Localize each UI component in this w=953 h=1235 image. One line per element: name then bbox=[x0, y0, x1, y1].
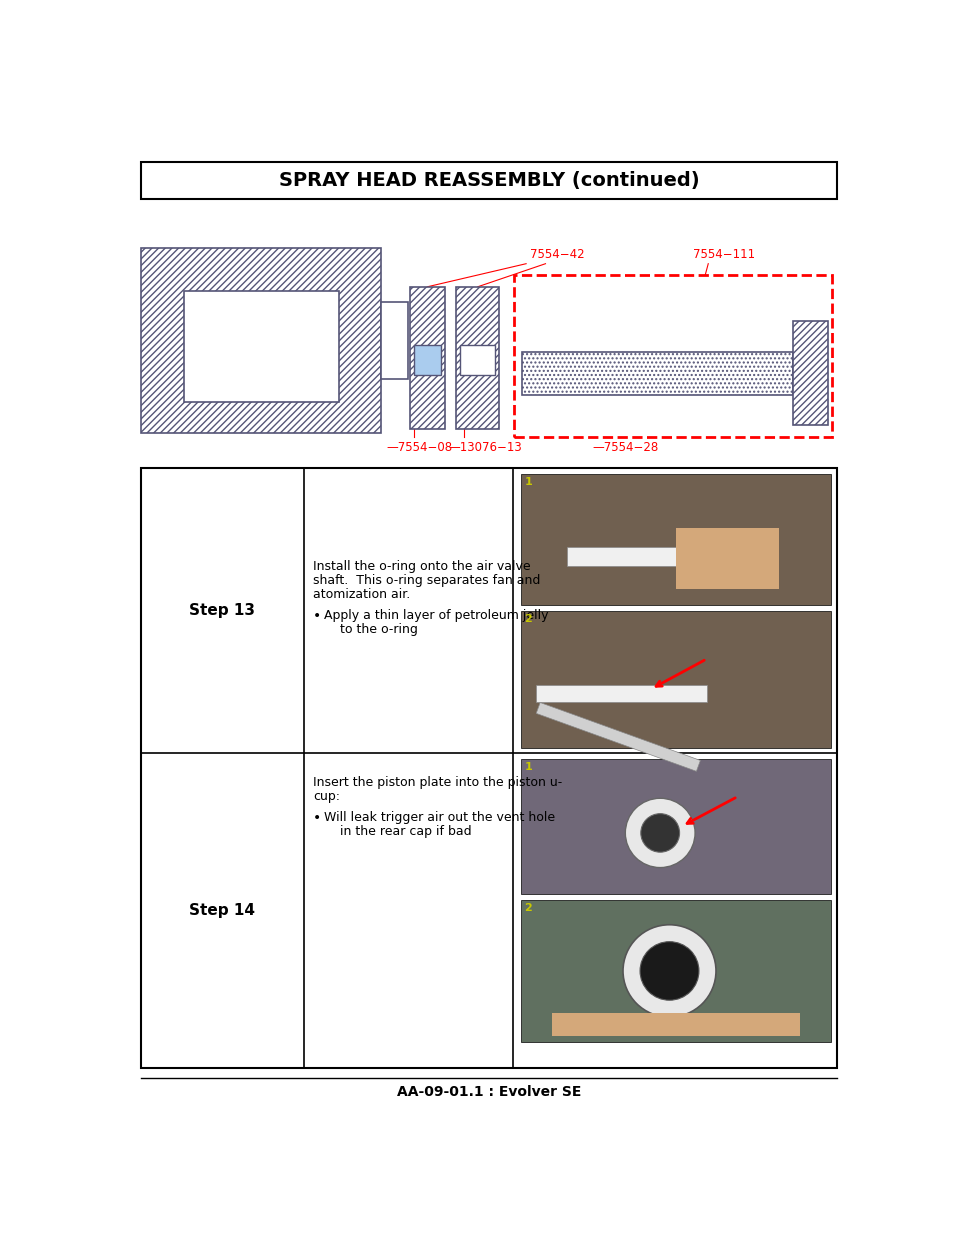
Text: 7554−42: 7554−42 bbox=[530, 248, 584, 261]
Bar bbox=[141, 248, 381, 433]
Bar bbox=[520, 758, 830, 894]
Text: Step 13: Step 13 bbox=[189, 603, 255, 618]
Text: —7554−28: —7554−28 bbox=[592, 441, 658, 453]
Bar bbox=[536, 703, 700, 772]
Text: •: • bbox=[313, 811, 321, 825]
Bar bbox=[536, 685, 706, 701]
Bar bbox=[520, 474, 830, 605]
Text: •: • bbox=[313, 609, 321, 624]
Text: Insert the piston plate into the piston u-: Insert the piston plate into the piston … bbox=[313, 776, 561, 789]
Bar bbox=[675, 527, 778, 589]
Bar bbox=[410, 287, 444, 430]
Text: AA-09-01.1 : Evolver SE: AA-09-01.1 : Evolver SE bbox=[396, 1086, 580, 1099]
Text: —13076−13: —13076−13 bbox=[448, 441, 522, 453]
Text: 2: 2 bbox=[524, 614, 532, 624]
Bar bbox=[551, 1013, 799, 1036]
Circle shape bbox=[640, 814, 679, 852]
Bar bbox=[414, 345, 440, 375]
Bar bbox=[520, 900, 830, 1042]
Text: cup:: cup: bbox=[313, 789, 339, 803]
Circle shape bbox=[622, 925, 716, 1018]
Bar bbox=[520, 611, 830, 748]
Circle shape bbox=[639, 941, 699, 1000]
Text: atomization air.: atomization air. bbox=[313, 588, 410, 601]
Text: shaft.  This o-ring separates fan and: shaft. This o-ring separates fan and bbox=[313, 574, 539, 587]
Text: 2: 2 bbox=[524, 903, 532, 913]
Text: Will leak trigger air out the vent hole: Will leak trigger air out the vent hole bbox=[323, 811, 555, 824]
Bar bbox=[567, 547, 721, 567]
Bar bbox=[521, 352, 793, 395]
Bar bbox=[141, 162, 836, 199]
Bar bbox=[141, 468, 836, 1068]
Bar bbox=[514, 275, 831, 437]
Bar bbox=[381, 303, 408, 379]
Bar bbox=[456, 287, 498, 430]
Text: Step 14: Step 14 bbox=[189, 903, 255, 918]
Bar bbox=[183, 290, 338, 403]
Text: to the o-ring: to the o-ring bbox=[328, 624, 418, 636]
Bar bbox=[456, 287, 498, 430]
Text: 7554−111: 7554−111 bbox=[692, 248, 754, 261]
Bar bbox=[410, 287, 444, 430]
Bar bbox=[521, 352, 793, 395]
Text: Apply a thin layer of petroleum jelly: Apply a thin layer of petroleum jelly bbox=[323, 609, 548, 622]
Text: SPRAY HEAD REASSEMBLY (continued): SPRAY HEAD REASSEMBLY (continued) bbox=[278, 170, 699, 190]
Bar bbox=[459, 345, 495, 375]
Bar bbox=[141, 248, 381, 433]
Text: 1: 1 bbox=[524, 477, 532, 487]
Bar bbox=[793, 321, 827, 425]
Text: —7554−08: —7554−08 bbox=[386, 441, 453, 453]
Text: 1: 1 bbox=[524, 762, 532, 772]
Bar bbox=[793, 321, 827, 425]
Circle shape bbox=[624, 798, 695, 867]
Text: Install the o-ring onto the air valve: Install the o-ring onto the air valve bbox=[313, 561, 530, 573]
Text: in the rear cap if bad: in the rear cap if bad bbox=[328, 825, 472, 839]
